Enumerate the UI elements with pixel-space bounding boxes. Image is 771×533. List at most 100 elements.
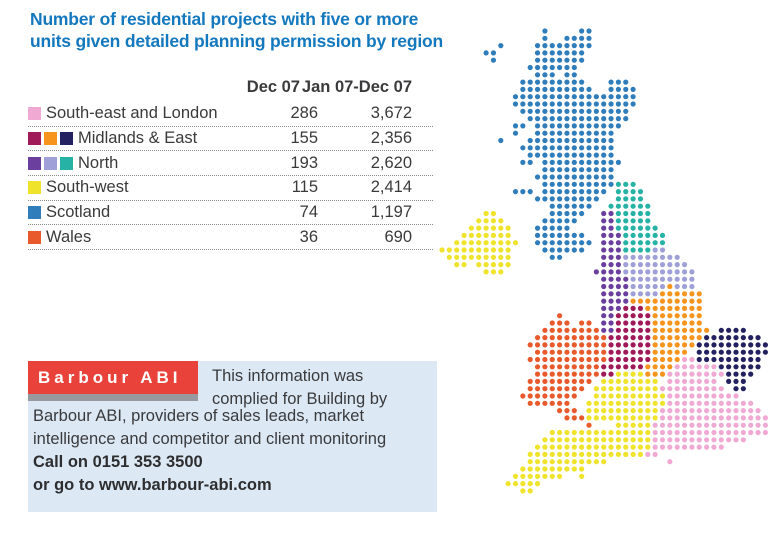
map-dot [608, 203, 614, 209]
map-dot [659, 437, 666, 443]
map-dot [704, 422, 710, 428]
map-dot [571, 94, 577, 100]
map-dot [557, 196, 563, 202]
map-dot [542, 335, 548, 341]
map-dot [446, 247, 452, 253]
map-dot [755, 356, 761, 363]
map-dot [557, 137, 563, 144]
map-dot [667, 276, 673, 282]
map-dot [593, 386, 599, 392]
map-dot [681, 378, 688, 384]
value-jandec07: 2,620 [370, 153, 412, 172]
map-dot [689, 276, 695, 282]
map-dot [689, 408, 695, 414]
map-dot [652, 451, 658, 457]
value-dec07: 155 [290, 129, 318, 148]
map-dot [608, 393, 614, 399]
map-dot [542, 86, 548, 92]
map-dot [586, 137, 592, 144]
map-dot [564, 196, 570, 202]
map-dot [520, 94, 526, 100]
map-dot [623, 116, 629, 122]
map-dot [534, 43, 541, 49]
map-dot [579, 181, 585, 187]
map-dot [674, 320, 680, 326]
map-dot [623, 313, 629, 319]
map-dot [593, 137, 599, 144]
map-dot [586, 378, 592, 384]
map-dot [667, 415, 673, 421]
map-dot [681, 437, 688, 443]
map-dot [557, 356, 563, 363]
map-dot [667, 444, 673, 450]
map-dot [718, 349, 724, 355]
map-dot [564, 335, 570, 341]
map-dot [512, 130, 519, 136]
map-dot [579, 415, 585, 421]
map-dot [733, 393, 739, 399]
map-dot [659, 276, 666, 282]
map-dot [608, 123, 614, 129]
map-dot [498, 240, 504, 246]
map-dot [557, 86, 563, 92]
region-color-swatch [44, 156, 57, 170]
map-dot [557, 159, 563, 165]
map-dot [689, 371, 695, 377]
table-body: South-east and London 286 3,672 Midlands & … [28, 102, 433, 251]
map-dot [498, 43, 504, 49]
map-dot [615, 218, 621, 224]
map-dot [740, 386, 746, 392]
map-dot [586, 196, 592, 202]
map-dot [534, 108, 541, 114]
map-dot [579, 240, 585, 246]
map-dot [689, 320, 695, 326]
map-dot [505, 262, 511, 268]
map-dot [615, 181, 621, 187]
map-dot [667, 437, 673, 443]
map-dot [601, 437, 607, 443]
map-dot [726, 364, 732, 370]
map-dot [542, 466, 548, 472]
map-dot [608, 130, 614, 136]
map-dot [498, 232, 504, 238]
map-dot [623, 386, 629, 392]
map-dot [564, 444, 570, 450]
map-dot [652, 371, 658, 377]
map-dot [549, 43, 555, 49]
map-dot [645, 356, 651, 363]
map-dot [681, 415, 688, 421]
value-dec07: 74 [299, 203, 318, 222]
map-dot [623, 327, 629, 333]
map-dot [534, 196, 541, 202]
map-dot [564, 57, 570, 63]
info-intro-line1: This information was [212, 367, 364, 385]
map-dot [674, 335, 680, 341]
map-dot [623, 86, 629, 92]
map-dot [549, 210, 555, 217]
map-dot [593, 408, 599, 414]
map-dot [564, 79, 570, 85]
map-dot [718, 356, 724, 363]
map-dot [623, 429, 629, 436]
map-dot [630, 262, 636, 268]
map-dot [571, 451, 577, 457]
map-dot [542, 400, 548, 406]
map-dot [586, 181, 592, 187]
map-dot [659, 422, 666, 428]
info-box: Barbour ABI This information was complie… [28, 361, 437, 512]
map-dot [726, 378, 732, 384]
map-dot [593, 152, 599, 158]
map-dot [740, 356, 746, 363]
map-dot [542, 123, 548, 129]
region-label-cell: South-west [28, 178, 198, 197]
map-dot [534, 174, 541, 180]
map-dot [637, 408, 644, 414]
info-body: Barbour ABI, providers of sales leads, m… [33, 405, 386, 497]
map-dot [534, 356, 541, 363]
map-dot [704, 371, 710, 377]
map-dot [748, 415, 754, 421]
map-dot [681, 349, 688, 355]
map-dot [696, 291, 702, 297]
map-dot [454, 262, 460, 268]
map-dot [674, 276, 680, 282]
